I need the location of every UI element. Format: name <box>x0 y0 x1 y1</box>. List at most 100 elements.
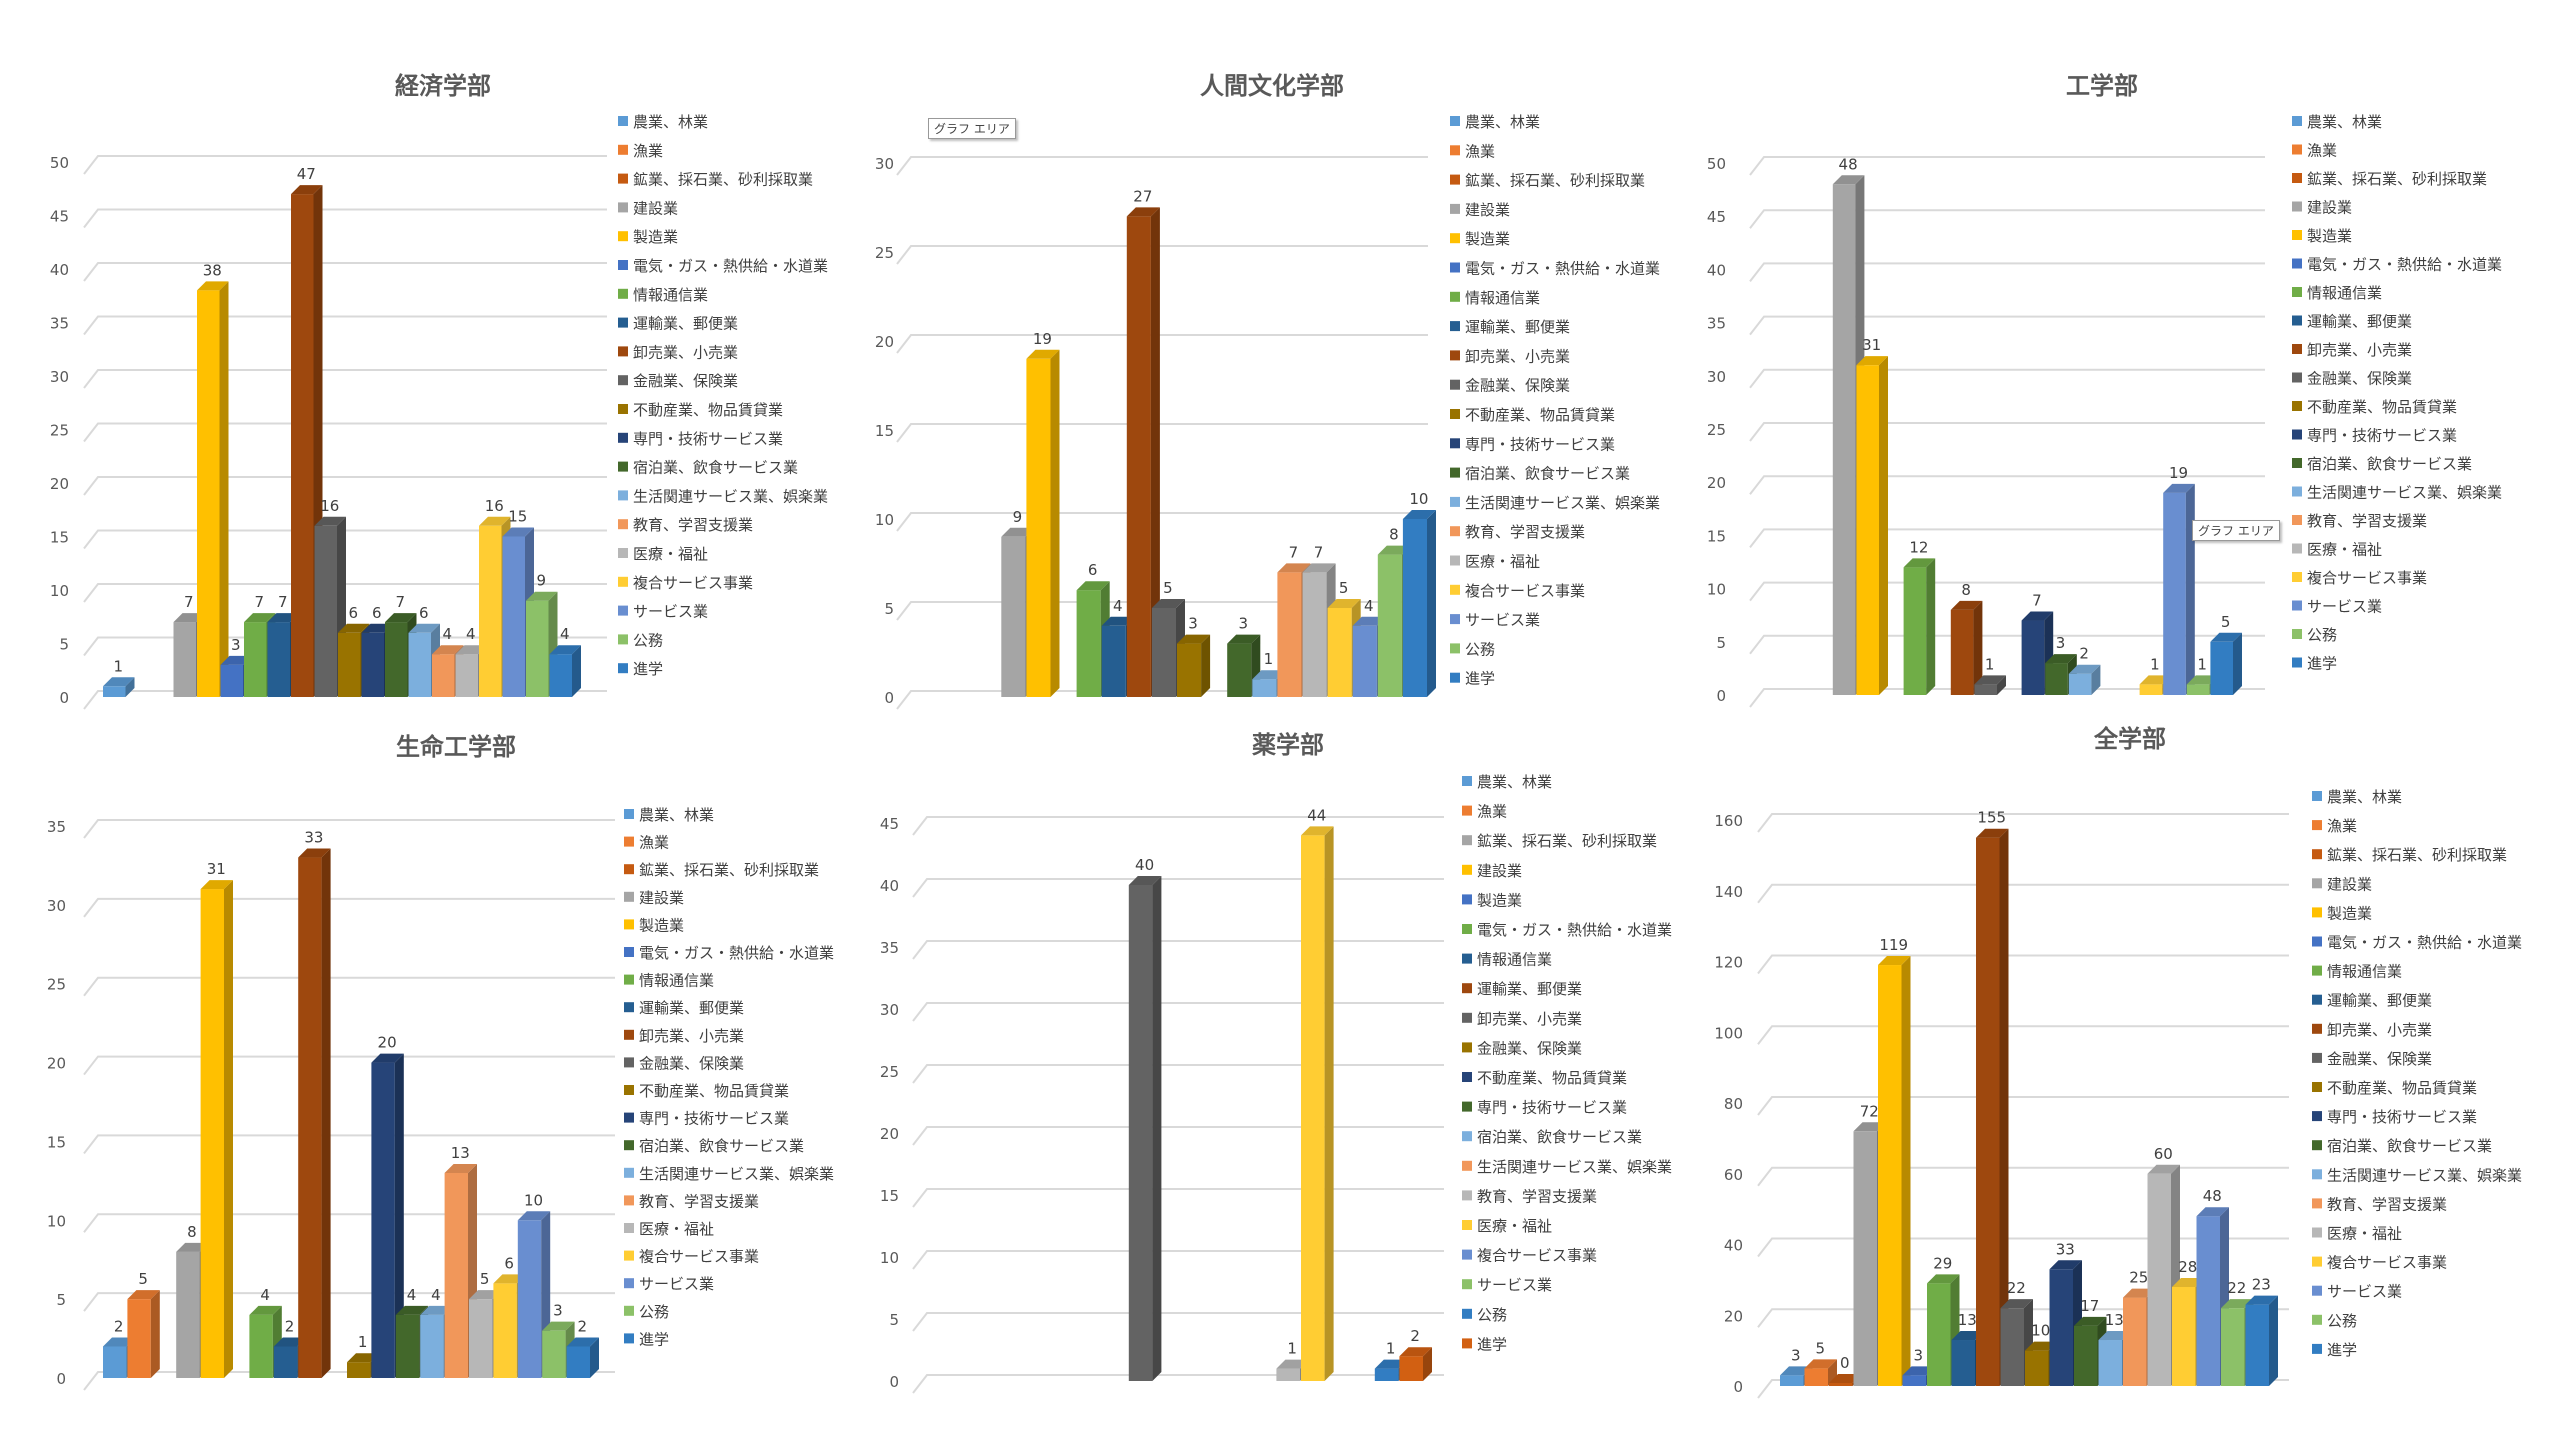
legend-item[interactable]: 進学 <box>624 1330 669 1348</box>
legend-item[interactable]: 運輸業、郵便業 <box>1450 318 1570 336</box>
legend-item[interactable]: 電気・ガス・熱供給・水道業 <box>2312 934 2522 952</box>
legend-item[interactable]: 運輸業、郵便業 <box>1462 980 1582 998</box>
legend-item[interactable]: 農業、林業 <box>1450 113 1540 131</box>
bar[interactable] <box>1128 876 1162 1381</box>
legend-item[interactable]: 電気・ガス・熱供給・水道業 <box>618 257 828 275</box>
legend-item[interactable]: 漁業 <box>624 834 669 852</box>
legend-item[interactable]: 漁業 <box>2312 817 2357 835</box>
bar[interactable] <box>1878 956 1911 1386</box>
legend-item[interactable]: 農業、林業 <box>2312 788 2402 806</box>
legend-item[interactable]: 医療・福祉 <box>1450 553 1540 571</box>
legend-item[interactable]: 複合サービス事業 <box>1462 1247 1597 1265</box>
legend-item[interactable]: 電気・ガス・熱供給・水道業 <box>2292 256 2502 274</box>
bar[interactable] <box>1903 558 1936 695</box>
legend-item[interactable]: サービス業 <box>1450 611 1540 629</box>
legend-item[interactable]: 漁業 <box>1450 142 1495 160</box>
legend-item[interactable]: 不動産業、物品賃貸業 <box>1450 406 1615 424</box>
legend-item[interactable]: 金融業、保険業 <box>1450 377 1570 395</box>
legend-item[interactable]: 不動産業、物品賃貸業 <box>624 1082 789 1100</box>
legend-item[interactable]: 情報通信業 <box>624 972 714 990</box>
legend-item[interactable]: 金融業、保険業 <box>618 372 738 390</box>
legend-item[interactable]: 公務 <box>1450 640 1495 658</box>
legend-item[interactable]: 専門・技術サービス業 <box>1462 1099 1627 1117</box>
legend-item[interactable]: 医療・福祉 <box>618 545 708 563</box>
legend-item[interactable]: 宿泊業、飲食サービス業 <box>624 1137 804 1155</box>
legend-item[interactable]: 進学 <box>1462 1335 1507 1353</box>
legend-item[interactable]: 教育、学習支援業 <box>624 1192 759 1210</box>
legend-item[interactable]: 専門・技術サービス業 <box>624 1110 789 1128</box>
legend-item[interactable]: 建設業 <box>2312 875 2372 893</box>
legend-item[interactable]: 複合サービス事業 <box>624 1248 759 1266</box>
bar[interactable] <box>197 281 229 697</box>
bar[interactable] <box>1399 1347 1432 1381</box>
legend-item[interactable]: 進学 <box>1450 670 1495 688</box>
legend-item[interactable]: 建設業 <box>1450 201 1510 219</box>
legend-item[interactable]: 情報通信業 <box>1450 289 1540 307</box>
legend-item[interactable]: 製造業 <box>618 228 678 246</box>
legend-item[interactable]: 宿泊業、飲食サービス業 <box>618 459 798 477</box>
legend-item[interactable]: 金融業、保険業 <box>1462 1039 1582 1057</box>
legend-item[interactable]: 進学 <box>2312 1341 2357 1359</box>
legend-item[interactable]: 複合サービス事業 <box>618 574 753 592</box>
legend-item[interactable]: 宿泊業、飲食サービス業 <box>1462 1128 1642 1146</box>
legend-item[interactable]: 専門・技術サービス業 <box>2292 427 2457 445</box>
legend-item[interactable]: 製造業 <box>2312 904 2372 922</box>
legend-item[interactable]: 生活関連サービス業、娯楽業 <box>2312 1166 2522 1184</box>
legend-item[interactable]: サービス業 <box>618 603 708 621</box>
legend-item[interactable]: 複合サービス事業 <box>1450 582 1585 600</box>
bar[interactable] <box>347 1353 380 1378</box>
legend-item[interactable]: 運輸業、郵便業 <box>2312 992 2432 1010</box>
bar[interactable] <box>298 848 331 1378</box>
legend-item[interactable]: 医療・福祉 <box>1462 1217 1552 1235</box>
legend-item[interactable]: 生活関連サービス業、娯楽業 <box>1462 1158 1672 1176</box>
legend-item[interactable]: 不動産業、物品賃貸業 <box>2312 1079 2477 1097</box>
legend-item[interactable]: 医療・福祉 <box>2292 541 2382 559</box>
legend-item[interactable]: 医療・福祉 <box>624 1220 714 1238</box>
bar[interactable] <box>1177 634 1211 697</box>
legend-item[interactable]: 不動産業、物品賃貸業 <box>618 401 783 419</box>
bar[interactable] <box>1804 1359 1838 1386</box>
legend-item[interactable]: 漁業 <box>618 142 663 160</box>
legend-item[interactable]: 生活関連サービス業、娯楽業 <box>2292 484 2502 502</box>
bar[interactable] <box>2210 632 2242 695</box>
legend-item[interactable]: 建設業 <box>1462 862 1522 880</box>
legend-item[interactable]: 鉱業、採石業、砂利採取業 <box>2312 846 2507 864</box>
bar[interactable] <box>1374 1359 1408 1381</box>
legend-item[interactable]: 進学 <box>618 660 663 678</box>
bar[interactable] <box>200 880 233 1378</box>
legend-item[interactable]: 情報通信業 <box>618 286 708 304</box>
legend-item[interactable]: 卸売業、小売業 <box>2312 1021 2432 1039</box>
legend-item[interactable]: 不動産業、物品賃貸業 <box>2292 398 2457 416</box>
bar[interactable] <box>1976 828 2009 1386</box>
bar[interactable] <box>1402 510 1436 697</box>
legend-item[interactable]: 金融業、保険業 <box>2312 1050 2432 1068</box>
legend-item[interactable]: 農業、林業 <box>624 806 714 824</box>
legend-item[interactable]: 生活関連サービス業、娯楽業 <box>1450 494 1660 512</box>
legend-item[interactable]: 運輸業、郵便業 <box>624 999 744 1017</box>
bar[interactable] <box>2245 1295 2279 1386</box>
legend-item[interactable]: サービス業 <box>2292 598 2382 616</box>
legend-item[interactable]: 運輸業、郵便業 <box>2292 313 2412 331</box>
legend-item[interactable]: 卸売業、小売業 <box>1462 1010 1582 1028</box>
legend-item[interactable]: 専門・技術サービス業 <box>1450 435 1615 453</box>
legend-item[interactable]: 情報通信業 <box>2292 284 2382 302</box>
legend-item[interactable]: 鉱業、採石業、砂利採取業 <box>624 861 819 879</box>
bar[interactable] <box>1126 207 1160 697</box>
legend-item[interactable]: 運輸業、郵便業 <box>618 315 738 333</box>
legend-item[interactable]: サービス業 <box>624 1275 714 1293</box>
legend-item[interactable]: 製造業 <box>1450 230 1510 248</box>
legend-item[interactable]: 農業、林業 <box>1462 773 1552 791</box>
bar[interactable] <box>1974 675 2006 695</box>
legend-item[interactable]: 卸売業、小売業 <box>2292 341 2412 359</box>
bar[interactable] <box>1950 600 1983 695</box>
legend-item[interactable]: 教育、学習支援業 <box>2312 1195 2447 1213</box>
legend-item[interactable]: 製造業 <box>624 916 684 934</box>
legend-item[interactable]: 製造業 <box>2292 227 2352 245</box>
legend-item[interactable]: 建設業 <box>618 199 678 217</box>
bar[interactable] <box>127 1290 160 1378</box>
legend-item[interactable]: 漁業 <box>2292 142 2337 160</box>
legend-item[interactable]: 金融業、保険業 <box>2292 370 2412 388</box>
bar[interactable] <box>103 677 135 697</box>
